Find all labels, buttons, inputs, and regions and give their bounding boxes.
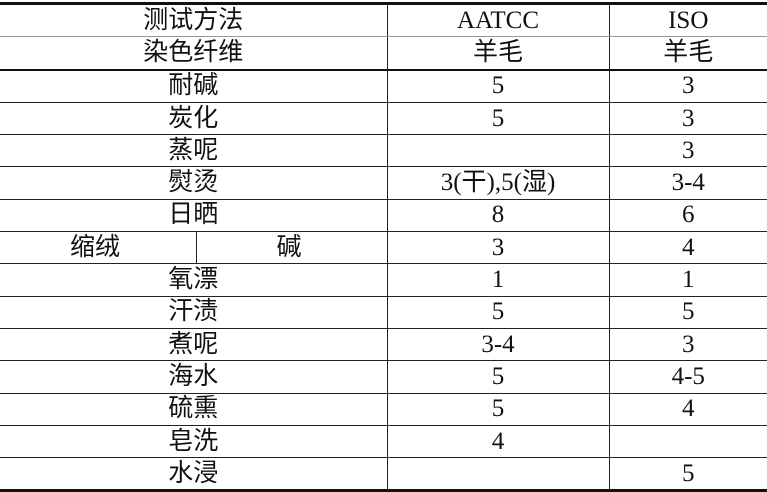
iso-value: 5 — [608, 296, 767, 329]
fiber-label: 染色纤维 — [0, 36, 388, 71]
table-row: 熨烫 3(干),5(湿) 3-4 — [0, 166, 767, 200]
row-label: 日晒 — [0, 199, 388, 233]
row-sublabel: 碱 — [195, 231, 388, 265]
iso-value: 3 — [608, 102, 767, 136]
aatcc-value: 3(干),5(湿) — [386, 166, 610, 200]
table-row: 耐碱 5 3 — [0, 69, 767, 103]
row-label: 海水 — [0, 360, 388, 394]
aatcc-value: 5 — [386, 393, 610, 426]
header-row-method: 测试方法 AATCC ISO — [0, 1, 767, 38]
iso-value: 3-4 — [608, 166, 767, 200]
fiber-iso: 羊毛 — [608, 36, 767, 71]
table-row: 皂洗 4 — [0, 425, 767, 459]
table-row: 海水 5 4-5 — [0, 360, 767, 394]
table-row: 蒸呢 3 — [0, 134, 767, 168]
row-label: 煮呢 — [0, 328, 388, 362]
table-row: 汗渍 5 5 — [0, 296, 767, 329]
row-label: 蒸呢 — [0, 134, 388, 168]
table-row: 硫熏 5 4 — [0, 393, 767, 426]
row-label: 硫熏 — [0, 393, 388, 426]
method-label: 测试方法 — [0, 1, 388, 38]
iso-value: 4 — [608, 231, 767, 265]
column-header-iso: ISO — [608, 1, 767, 38]
aatcc-value — [386, 134, 610, 168]
table-row: 日晒 8 6 — [0, 199, 767, 233]
iso-value: 4 — [608, 393, 767, 426]
aatcc-value: 5 — [386, 69, 610, 103]
row-label: 熨烫 — [0, 166, 388, 200]
aatcc-value: 1 — [386, 263, 610, 297]
aatcc-value: 5 — [386, 296, 610, 329]
row-label: 皂洗 — [0, 425, 388, 459]
aatcc-value: 5 — [386, 360, 610, 394]
row-label: 缩绒 — [0, 231, 196, 265]
aatcc-value: 8 — [386, 199, 610, 233]
iso-value: 1 — [608, 263, 767, 297]
aatcc-value: 3-4 — [386, 328, 610, 362]
column-header-aatcc: AATCC — [386, 1, 610, 38]
aatcc-value: 5 — [386, 102, 610, 136]
iso-value — [608, 425, 767, 459]
iso-value: 4-5 — [608, 360, 767, 394]
iso-value: 3 — [608, 69, 767, 103]
fiber-aatcc: 羊毛 — [386, 36, 610, 71]
table-row: 炭化 5 3 — [0, 102, 767, 136]
aatcc-value: 4 — [386, 425, 610, 459]
row-label: 耐碱 — [0, 69, 388, 103]
table-row: 氧漂 1 1 — [0, 263, 767, 297]
iso-value: 3 — [608, 134, 767, 168]
row-label: 汗渍 — [0, 296, 388, 329]
row-label: 水浸 — [0, 457, 388, 492]
iso-value: 6 — [608, 199, 767, 233]
aatcc-value — [386, 457, 610, 492]
aatcc-value: 3 — [386, 231, 610, 265]
table-row: 水浸 5 — [0, 457, 767, 492]
header-row-fiber: 染色纤维 羊毛 羊毛 — [0, 36, 767, 71]
table-row: 煮呢 3-4 3 — [0, 328, 767, 362]
iso-value: 5 — [608, 457, 767, 492]
row-label: 炭化 — [0, 102, 388, 136]
row-label: 氧漂 — [0, 263, 388, 297]
iso-value: 3 — [608, 328, 767, 362]
